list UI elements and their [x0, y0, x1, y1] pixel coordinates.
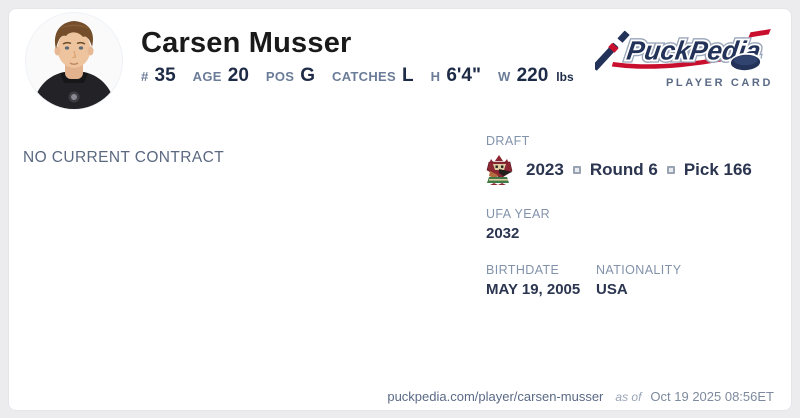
player-details-column: DRAFT 2023 Round 6	[486, 134, 786, 298]
player-photo-icon	[26, 13, 122, 109]
bio-row: BIRTHDATE MAY 19, 2005 NATIONALITY USA	[486, 263, 786, 298]
ufa-label: UFA YEAR	[486, 207, 551, 221]
draft-pick: Pick 166	[683, 160, 752, 179]
stat-label: H	[430, 69, 441, 85]
stat-value: G	[300, 65, 316, 87]
player-name: Carsen Musser	[141, 27, 352, 59]
player-card: Carsen Musser # 35 AGE 20 POS G CATCHES …	[8, 8, 792, 411]
draft-label: DRAFT	[486, 134, 530, 148]
stat-position: POS G	[266, 65, 315, 87]
draft-year: 2023	[526, 160, 564, 179]
stat-unit: lbs	[556, 70, 574, 85]
snapshot-timestamp: Oct 19 2025 08:56ET	[650, 389, 774, 404]
ufa-group: UFA YEAR 2032	[486, 207, 786, 242]
stat-value: L	[402, 65, 414, 87]
nationality-group: NATIONALITY USA	[596, 263, 681, 298]
nationality-label: NATIONALITY	[596, 263, 682, 277]
player-stats-row: # 35 AGE 20 POS G CATCHES L H 6'4" W 220	[141, 65, 574, 87]
player-page-url[interactable]: puckpedia.com/player/carsen-musser	[387, 389, 604, 404]
stat-label: #	[141, 69, 149, 85]
birthdate-group: BIRTHDATE MAY 19, 2005	[486, 263, 596, 298]
brand-block: PuckPedia PuckPedia PuckPedia PLAYER CAR…	[591, 19, 777, 89]
birthdate-value: MAY 19, 2005	[486, 281, 581, 298]
as-of-label: as of	[615, 390, 642, 404]
stat-weight: W 220 lbs	[498, 65, 574, 87]
stat-catches: CATCHES L	[332, 65, 414, 87]
player-card-label: PLAYER CARD	[665, 77, 773, 89]
stat-label: POS	[265, 69, 295, 85]
separator-square-icon	[666, 166, 675, 174]
stat-age: AGE 20	[193, 65, 249, 87]
stat-value: 20	[227, 65, 249, 87]
stat-label: W	[498, 69, 511, 85]
separator-square-icon	[572, 166, 581, 174]
stat-value: 220	[516, 65, 549, 87]
draft-row: 2023 Round 6 Pick 166	[486, 155, 786, 185]
nationality-value: USA	[596, 281, 628, 298]
contract-status: NO CURRENT CONTRACT	[23, 149, 225, 166]
stat-label: AGE	[192, 69, 222, 85]
puckpedia-logo-icon[interactable]: PuckPedia PuckPedia PuckPedia	[595, 19, 777, 75]
birthdate-label: BIRTHDATE	[486, 263, 560, 277]
avatar	[25, 12, 123, 110]
stat-value: 6'4"	[446, 65, 481, 87]
draft-details: 2023 Round 6 Pick 166	[526, 160, 752, 180]
stat-label: CATCHES	[332, 69, 397, 85]
player-header: Carsen Musser # 35 AGE 20 POS G CATCHES …	[141, 27, 574, 87]
stat-value: 35	[154, 65, 176, 87]
ufa-year-value: 2032	[486, 225, 520, 242]
draft-round: Round 6	[589, 160, 658, 179]
footer: puckpedia.com/player/carsen-musser as of…	[387, 389, 774, 404]
arizona-coyotes-logo-icon	[486, 155, 513, 185]
stat-height: H 6'4"	[431, 65, 481, 87]
stat-jersey-number: # 35	[141, 65, 176, 87]
